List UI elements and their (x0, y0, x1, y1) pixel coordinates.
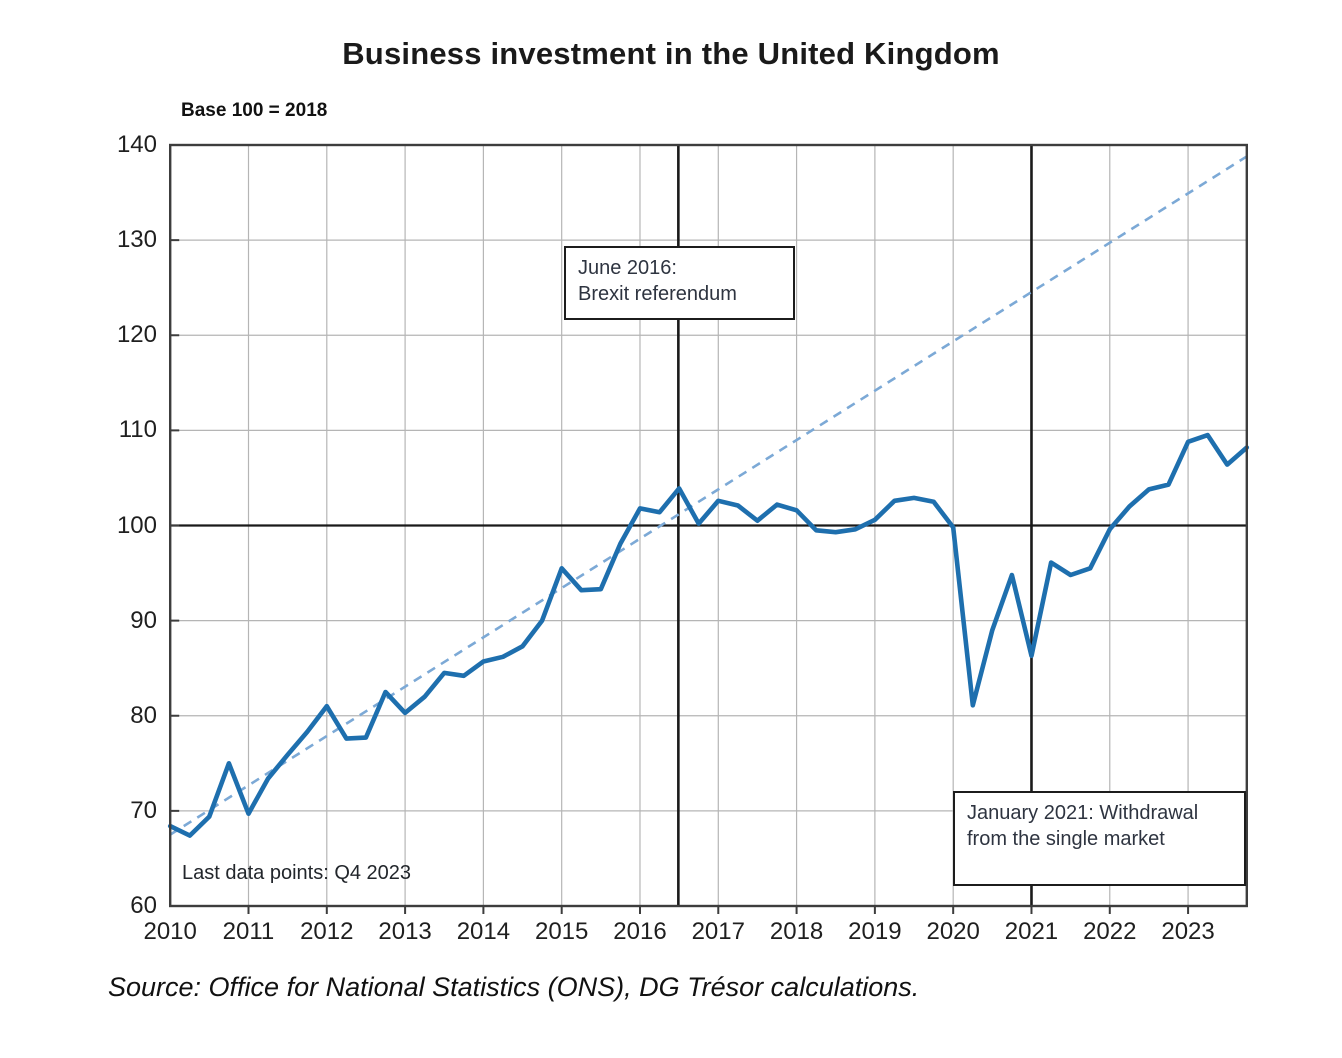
y-tick-label-80: 80 (130, 701, 157, 729)
plot-border (168, 143, 1248, 908)
source-note: Source: Office for National Statistics (… (108, 972, 920, 1002)
base-unit-label: Base 100 = 2018 (181, 100, 328, 121)
x-tick-label-2023: 2023 (1161, 918, 1215, 945)
x-tick-label-2011: 2011 (222, 918, 275, 945)
chart-title: Business investment in the United Kingdo… (342, 36, 1000, 71)
x-tick-label-2022: 2022 (1083, 918, 1137, 945)
plot-border (168, 143, 1248, 908)
x-tick-label-2013: 2013 (378, 918, 432, 945)
annotation-jan-2021-line2: from the single market (967, 828, 1165, 851)
annotation-june-2016-line2: Brexit referendum (578, 283, 737, 306)
axis-ticks (170, 239, 1190, 914)
x-tick-label-2014: 2014 (456, 918, 511, 945)
y-tick-label-60: 60 (130, 892, 157, 919)
y-tick-label-100: 100 (116, 511, 157, 539)
x-tick-label-2020: 2020 (926, 918, 980, 945)
y-tick-label-90: 90 (130, 606, 157, 634)
trend-line (169, 155, 1248, 836)
annotation-june-2016: June 2016: Brexit referendum (564, 246, 795, 320)
x-tick-label-2010: 2010 (143, 918, 197, 945)
x-tick-label-2019: 2019 (848, 918, 902, 945)
annotation-jan-2021-line1: January 2021: Withdrawal (967, 802, 1199, 824)
x-tick-label-2018: 2018 (769, 918, 824, 945)
y-tick-label-140: 140 (116, 131, 157, 158)
trend-line (169, 155, 1248, 836)
last-data-note: Last data points: Q4 2023 (182, 862, 412, 884)
annotation-jan-2021: January 2021: Withdrawal from the single… (953, 791, 1246, 886)
y-tick-label-110: 110 (118, 416, 157, 444)
x-tick-label-2017: 2017 (691, 918, 745, 945)
x-tick-label-2021: 2021 (1004, 918, 1059, 945)
y-tick-label-120: 120 (116, 321, 157, 349)
y-tick-label-130: 130 (116, 226, 157, 254)
x-tick-label-2012: 2012 (300, 918, 354, 945)
x-tick-label-2016: 2016 (613, 918, 667, 945)
annotation-june-2016-line1: June 2016: (578, 257, 677, 279)
y-tick-label-70: 70 (130, 796, 157, 824)
data-line (167, 432, 1250, 838)
data-line (167, 432, 1250, 838)
x-tick-label-2015: 2015 (534, 918, 589, 945)
